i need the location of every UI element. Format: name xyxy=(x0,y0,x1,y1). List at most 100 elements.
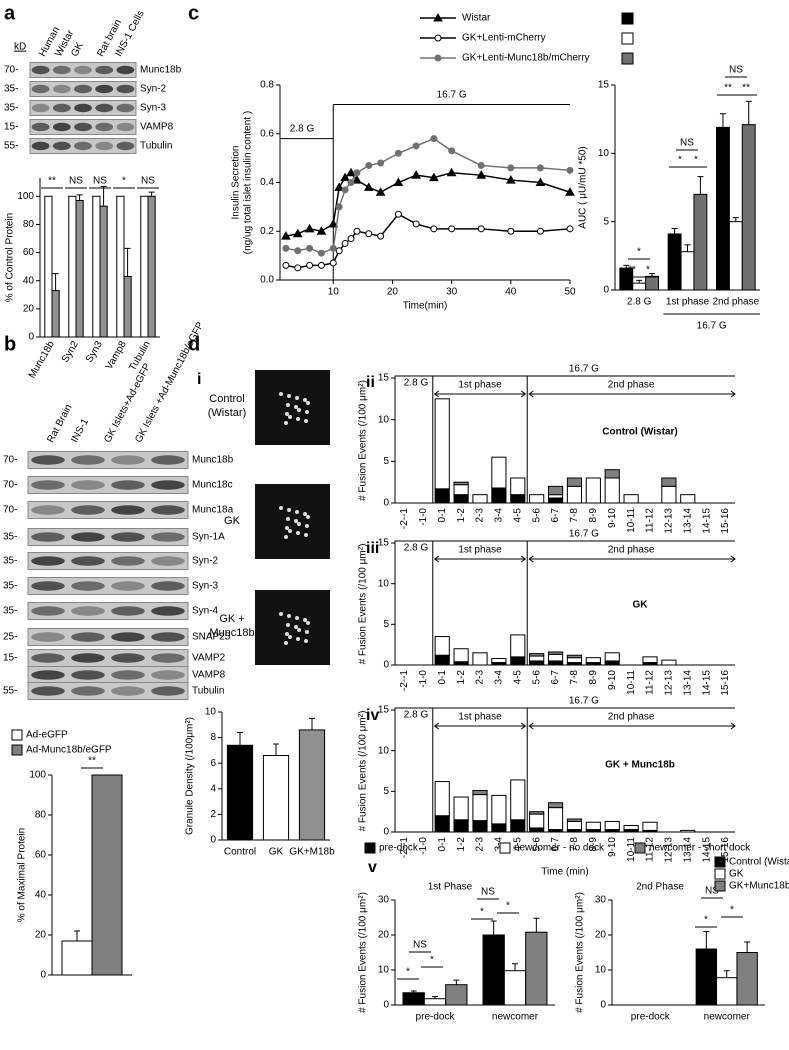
bar xyxy=(566,654,583,659)
x-tick-label: 1-2 xyxy=(456,837,467,852)
bar xyxy=(510,779,526,821)
blot-band xyxy=(31,84,50,94)
legend-label: GK+Munc18b xyxy=(729,881,789,892)
row-label: Tubulin xyxy=(192,686,224,697)
blot-strip xyxy=(27,602,189,620)
y-tick-label: 10 xyxy=(378,578,390,589)
bar xyxy=(566,820,583,831)
mw-label: 55- xyxy=(3,686,17,697)
x-tick-label: 13-14 xyxy=(682,670,693,696)
blot-band xyxy=(111,556,145,566)
x-tick-label: 7-8 xyxy=(569,670,580,685)
bar xyxy=(453,648,469,663)
phase-box xyxy=(394,707,434,833)
blot-band xyxy=(95,84,114,94)
x-tick-label: 9-10 xyxy=(607,837,618,857)
error-bar xyxy=(636,279,643,284)
mw-label: 70- xyxy=(3,455,17,466)
x-tick-label: newcomer xyxy=(492,1012,539,1023)
y-tick-label: 80 xyxy=(35,810,47,821)
bar xyxy=(566,657,583,664)
error-bar xyxy=(697,176,704,195)
row-label: Syn-3 xyxy=(140,103,167,114)
marker xyxy=(341,239,349,247)
marker xyxy=(505,175,516,184)
blot-strip xyxy=(27,528,189,546)
marker xyxy=(394,210,402,218)
error-bar xyxy=(744,941,751,953)
bar xyxy=(623,494,639,504)
marker xyxy=(434,54,442,62)
significance: ** xyxy=(48,176,56,187)
error-bar xyxy=(649,273,656,277)
row-label: Munc18b xyxy=(140,65,182,76)
bar xyxy=(123,275,132,338)
marker xyxy=(566,225,574,233)
blot-band xyxy=(52,141,71,151)
image-label: Control (Wistar) xyxy=(207,393,247,419)
blot-band xyxy=(151,455,185,465)
blot-band xyxy=(151,581,185,591)
x-tick-label: 9-10 xyxy=(607,670,618,690)
blot-band xyxy=(111,532,145,542)
y-tick-label: 8 xyxy=(210,732,216,743)
legend-swatch xyxy=(11,744,23,756)
bar xyxy=(298,729,326,841)
bar xyxy=(529,494,545,504)
phase-arrow xyxy=(433,555,736,563)
blot-strip xyxy=(27,451,189,469)
x-tick-label: 3-4 xyxy=(494,670,505,685)
bar xyxy=(667,233,682,291)
error-bar xyxy=(490,920,497,935)
error-bar xyxy=(453,979,460,985)
blot-band xyxy=(95,65,114,75)
marker xyxy=(282,261,290,269)
blot-strip xyxy=(27,476,189,494)
bar xyxy=(529,813,545,829)
cell-image xyxy=(255,484,330,559)
bar xyxy=(525,931,548,1006)
x-tick-label: 12-13 xyxy=(664,837,675,863)
bar xyxy=(529,653,545,657)
marker xyxy=(304,223,315,233)
y-tick-label: 10 xyxy=(378,745,390,756)
blot-band xyxy=(95,141,114,151)
significance: NS xyxy=(481,887,495,898)
marker xyxy=(566,166,574,174)
marker xyxy=(477,225,485,233)
blot-band xyxy=(31,653,65,663)
y-tick-label: 0.4 xyxy=(260,177,274,188)
image-label: GK + Munc18b xyxy=(209,613,255,639)
phase-label: 1st phase xyxy=(458,380,502,391)
legend-swatch xyxy=(714,868,726,880)
bar xyxy=(566,477,583,487)
phase-label: 2nd phase xyxy=(608,545,655,556)
blot-band xyxy=(52,122,71,132)
marker xyxy=(448,147,456,155)
significance: ** xyxy=(742,83,750,94)
bar xyxy=(147,195,156,338)
x-tick-label: 3-4 xyxy=(494,837,505,852)
error-bar xyxy=(533,917,540,933)
chart-title: 1st Phase xyxy=(428,882,473,893)
panel-label: b xyxy=(4,333,16,355)
bar xyxy=(510,819,526,833)
y-tick-label: 30 xyxy=(595,895,607,906)
y-tick-label: 0.6 xyxy=(260,128,274,139)
y-tick-label: 15 xyxy=(378,373,390,384)
panel-label: a xyxy=(4,2,16,24)
blot-band xyxy=(31,686,65,696)
error-bar xyxy=(723,970,730,978)
marker xyxy=(412,142,420,150)
y-tick-label: 0.2 xyxy=(260,226,274,237)
significance: NS xyxy=(93,176,107,187)
bar xyxy=(434,654,450,666)
x-tick-label: 6-7 xyxy=(550,670,561,685)
blot-band xyxy=(111,581,145,591)
significance: * xyxy=(480,907,484,918)
bar xyxy=(434,781,450,817)
marker xyxy=(536,227,544,235)
significance: * xyxy=(730,905,734,916)
marker xyxy=(434,34,442,42)
